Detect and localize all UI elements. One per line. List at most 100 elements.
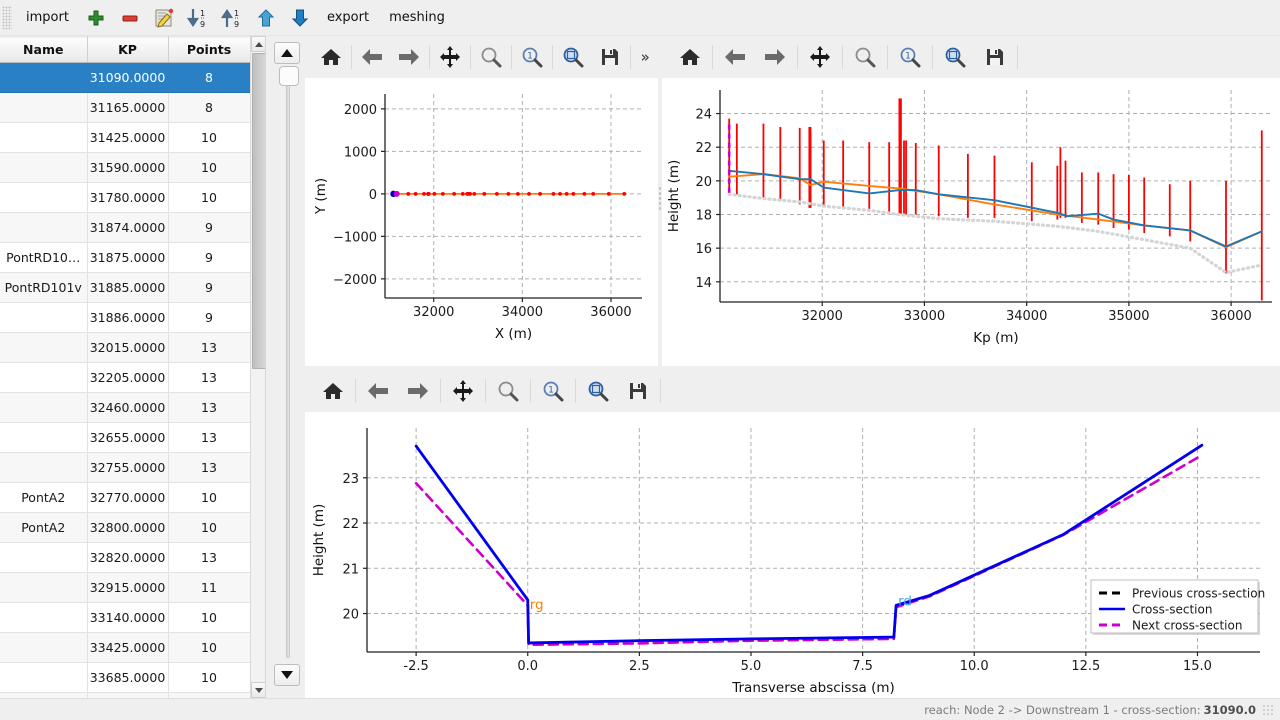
cell-name[interactable] [0, 122, 88, 153]
table-row[interactable]: 32755.0000 13 [0, 452, 250, 483]
cell-kp[interactable]: 32770.0000 [87, 482, 169, 513]
zoom-out-icon[interactable] [473, 40, 509, 74]
cell-kp[interactable]: 32015.0000 [87, 332, 169, 363]
save-disk-icon[interactable] [591, 40, 627, 74]
cell-kp[interactable]: 32460.0000 [87, 392, 169, 423]
table-row[interactable]: 31886.0000 9 [0, 302, 250, 333]
remove-icon[interactable] [113, 4, 147, 32]
scroll-up-arrow-icon[interactable] [251, 36, 265, 52]
cell-points[interactable]: 13 [168, 362, 250, 393]
table-row[interactable]: 31590.0000 10 [0, 152, 250, 183]
cell-points[interactable]: 10 [168, 152, 250, 183]
back-arrow-icon[interactable] [715, 40, 755, 74]
cell-kp[interactable]: 33685.0000 [87, 662, 169, 693]
cell-kp[interactable]: 31590.0000 [87, 152, 169, 183]
table-row[interactable]: 31425.0000 10 [0, 122, 250, 153]
back-arrow-icon[interactable] [358, 374, 398, 408]
move-up-icon[interactable] [249, 4, 283, 32]
cell-kp[interactable]: 31885.0000 [87, 272, 169, 303]
cell-points[interactable]: 9 [168, 272, 250, 303]
home-icon[interactable] [670, 40, 710, 74]
cell-points[interactable]: 10 [168, 602, 250, 633]
table-row[interactable]: 32820.0000 13 [0, 542, 250, 573]
table-row[interactable]: 31780.0000 10 [0, 182, 250, 213]
column-header-kp[interactable]: KP [87, 36, 169, 63]
cell-name[interactable]: PontRD10… [0, 242, 88, 273]
cell-name[interactable] [0, 92, 88, 123]
table-row[interactable]: 31165.0000 8 [0, 92, 250, 123]
cell-name[interactable] [0, 692, 88, 698]
table-row[interactable] [0, 692, 250, 698]
cell-kp[interactable]: 32820.0000 [87, 542, 169, 573]
table-row[interactable]: 33140.0000 10 [0, 602, 250, 633]
save-disk-icon[interactable] [975, 40, 1015, 74]
cell-points[interactable]: 10 [168, 122, 250, 153]
cell-kp[interactable]: 32655.0000 [87, 422, 169, 453]
table-row[interactable]: PontRD101v 31885.0000 9 [0, 272, 250, 303]
cell-points[interactable]: 13 [168, 452, 250, 483]
cell-name[interactable] [0, 572, 88, 603]
table-row[interactable]: 33425.0000 10 [0, 632, 250, 663]
table-row[interactable]: PontA2 32800.0000 10 [0, 512, 250, 543]
cell-kp[interactable]: 31875.0000 [87, 242, 169, 273]
table-row[interactable]: 31874.0000 9 [0, 212, 250, 243]
cell-name[interactable] [0, 632, 88, 663]
cell-points[interactable]: 10 [168, 632, 250, 663]
slider-handle[interactable] [279, 66, 299, 86]
edit-icon[interactable] [147, 4, 181, 32]
table-vertical-scrollbar[interactable] [250, 36, 265, 698]
cell-name[interactable]: PontA2 [0, 512, 88, 543]
table-row[interactable]: 32015.0000 13 [0, 332, 250, 363]
cell-points[interactable]: 10 [168, 482, 250, 513]
cross-section-navigator-slider[interactable] [270, 36, 304, 698]
table-row[interactable]: 32915.0000 11 [0, 572, 250, 603]
cell-name[interactable] [0, 152, 88, 183]
cell-points[interactable]: 9 [168, 302, 250, 333]
profile-canvas[interactable]: 32000 33000 34000 35000 36000 14 16 18 20 22 24 Kp … [662, 78, 1280, 366]
cell-kp[interactable] [87, 692, 169, 698]
pan-move-icon[interactable] [443, 374, 483, 408]
cell-kp[interactable]: 32755.0000 [87, 452, 169, 483]
cell-name[interactable] [0, 62, 88, 93]
zoom-reset-icon[interactable]: 1 [514, 40, 550, 74]
cell-points[interactable]: 13 [168, 542, 250, 573]
cell-kp[interactable]: 31780.0000 [87, 182, 169, 213]
cell-kp[interactable]: 32205.0000 [87, 362, 169, 393]
table-row[interactable]: 32205.0000 13 [0, 362, 250, 393]
cell-points[interactable]: 8 [168, 62, 250, 93]
home-icon[interactable] [313, 40, 349, 74]
cell-name[interactable] [0, 332, 88, 363]
zoom-reset-icon[interactable]: 1 [890, 40, 930, 74]
move-down-icon[interactable] [283, 4, 317, 32]
toolbar-overflow-button[interactable]: » [640, 48, 650, 66]
cell-points[interactable]: 13 [168, 332, 250, 363]
slider-track[interactable] [286, 70, 290, 658]
cell-points[interactable] [168, 692, 250, 698]
cell-points[interactable]: 11 [168, 572, 250, 603]
sort-ascending-icon[interactable]: 1 9 [215, 4, 249, 32]
pan-move-icon[interactable] [800, 40, 840, 74]
scroll-down-arrow-icon[interactable] [251, 682, 265, 698]
zoom-rect-icon[interactable] [935, 40, 975, 74]
navigate-down-button[interactable] [274, 664, 300, 686]
cell-points[interactable]: 9 [168, 212, 250, 243]
cell-kp[interactable]: 31886.0000 [87, 302, 169, 333]
import-menu[interactable]: import [26, 10, 69, 25]
cell-name[interactable] [0, 362, 88, 393]
cell-name[interactable] [0, 452, 88, 483]
column-header-name[interactable]: Name [0, 36, 88, 63]
zoom-rect-icon[interactable] [555, 40, 591, 74]
cell-kp[interactable]: 31874.0000 [87, 212, 169, 243]
cell-points[interactable]: 9 [168, 242, 250, 273]
cell-kp[interactable]: 31090.0000 [87, 62, 169, 93]
cell-name[interactable] [0, 602, 88, 633]
cell-points[interactable]: 8 [168, 92, 250, 123]
scrollbar-thumb[interactable] [252, 53, 265, 369]
sort-descending-icon[interactable]: 1 9 [181, 4, 215, 32]
cell-name[interactable] [0, 212, 88, 243]
cross-sections-table[interactable]: Name KP Points 31090.0000 8 31165.0000 8 314… [0, 36, 250, 698]
cell-name[interactable] [0, 302, 88, 333]
table-row[interactable]: PontRD10… 31875.0000 9 [0, 242, 250, 273]
save-disk-icon[interactable] [618, 374, 658, 408]
pan-move-icon[interactable] [432, 40, 468, 74]
